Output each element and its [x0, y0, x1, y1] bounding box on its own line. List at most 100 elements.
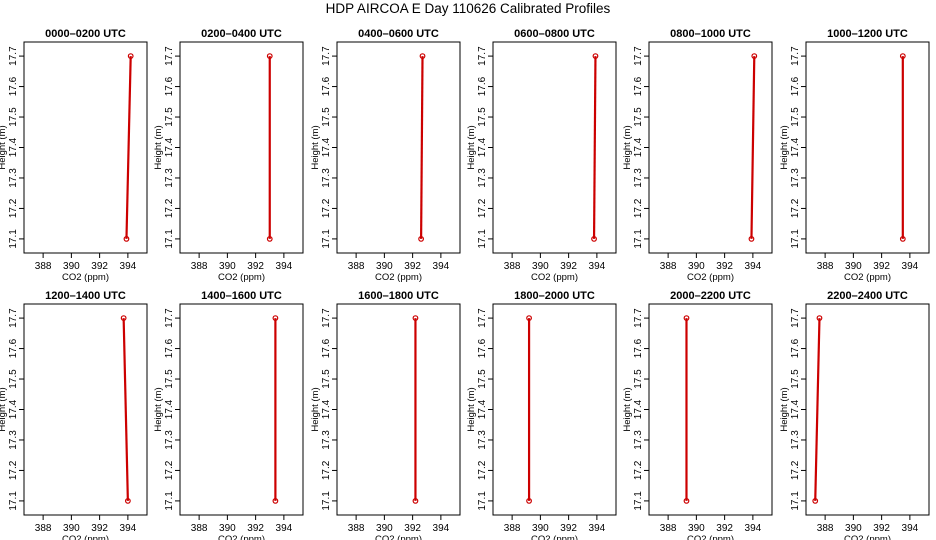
x-axis-label: CO2 (ppm) [844, 272, 891, 283]
data-point [124, 498, 131, 504]
plot-frame [179, 41, 304, 254]
y-tick-label: 17.4 [477, 399, 488, 419]
x-tick-label: 394 [902, 523, 919, 534]
profile-panel: 1400–1600 UTC 388 390 392 394 CO2 (ppm) 17.1 17… [153, 290, 304, 540]
x-tick-label: 388 [348, 523, 365, 534]
y-tick-label: 17.1 [633, 229, 644, 249]
panel-title: 1000–1200 UTC [827, 28, 908, 40]
panel-title: 1800–2000 UTC [514, 290, 595, 302]
data-point [592, 53, 599, 59]
y-tick-label: 17.6 [790, 76, 801, 96]
y-tick-label: 17.1 [8, 491, 19, 511]
profile-panel: 1800–2000 UTC 388 390 392 394 CO2 (ppm) 17.1 17… [466, 290, 617, 540]
y-tick-label: 17.2 [790, 460, 801, 480]
y-tick-label: 17.3 [164, 430, 175, 450]
y-tick-label: 17.2 [8, 198, 19, 218]
y-tick-label: 17.6 [633, 338, 644, 358]
x-tick-label: 388 [817, 261, 834, 272]
profile-line [125, 56, 132, 239]
y-tick-label: 17.4 [164, 137, 175, 157]
x-tick-label: 392 [247, 261, 264, 272]
data-point [748, 236, 755, 242]
x-axis-label: CO2 (ppm) [531, 534, 578, 540]
y-tick-label: 17.4 [321, 399, 332, 419]
x-axis-label: CO2 (ppm) [375, 272, 422, 283]
x-axis-label: CO2 (ppm) [62, 272, 109, 283]
x-tick-label: 392 [247, 523, 264, 534]
x-tick-label: 394 [276, 523, 293, 534]
y-axis-label: Height (m) [153, 125, 164, 169]
x-axis-label: CO2 (ppm) [218, 272, 265, 283]
data-point [591, 236, 597, 242]
y-tick-label: 17.4 [8, 137, 19, 157]
profile-panel: 0400–0600 UTC 388 390 392 394 CO2 (ppm) 17.1 17… [310, 28, 461, 283]
y-tick-label: 17.7 [790, 308, 801, 328]
data-point [123, 236, 130, 242]
y-tick-label: 17.5 [790, 369, 801, 389]
y-axis-label: Height (m) [779, 387, 790, 431]
x-tick-label: 392 [716, 523, 733, 534]
profile-panel: 0200–0400 UTC 388 390 392 394 CO2 (ppm) 17.1 17… [153, 28, 304, 283]
plot-frame [648, 303, 773, 516]
x-tick-label: 394 [433, 261, 450, 272]
data-point [526, 315, 532, 321]
x-tick-label: 394 [589, 261, 606, 272]
y-tick-label: 17.2 [633, 198, 644, 218]
x-tick-label: 390 [376, 261, 393, 272]
x-tick-label: 394 [902, 261, 919, 272]
y-tick-label: 17.2 [477, 198, 488, 218]
y-tick-label: 17.4 [633, 399, 644, 419]
y-tick-label: 17.7 [8, 46, 19, 66]
y-tick-label: 17.6 [633, 76, 644, 96]
x-tick-label: 388 [191, 261, 208, 272]
data-point [418, 236, 425, 242]
y-tick-label: 17.7 [164, 308, 175, 328]
x-tick-label: 392 [404, 261, 421, 272]
plot-frame [805, 303, 930, 516]
y-tick-label: 17.1 [321, 491, 332, 511]
y-tick-label: 17.1 [477, 229, 488, 249]
y-axis-label: Height (m) [622, 125, 633, 169]
y-tick-label: 17.4 [790, 399, 801, 419]
y-axis-label: Height (m) [310, 125, 321, 169]
x-tick-label: 390 [845, 523, 862, 534]
x-tick-label: 388 [817, 523, 834, 534]
y-tick-label: 17.2 [321, 198, 332, 218]
x-axis-label: CO2 (ppm) [687, 272, 734, 283]
panel-title: 0800–1000 UTC [670, 28, 751, 40]
x-tick-label: 388 [660, 523, 677, 534]
y-tick-label: 17.3 [477, 168, 488, 188]
x-tick-label: 392 [560, 261, 577, 272]
y-axis-label: Height (m) [0, 125, 8, 169]
y-axis-label: Height (m) [310, 387, 321, 431]
x-tick-label: 388 [35, 261, 52, 272]
y-tick-label: 17.7 [633, 46, 644, 66]
y-tick-label: 17.5 [790, 107, 801, 127]
y-tick-label: 17.1 [321, 229, 332, 249]
x-axis-label: CO2 (ppm) [531, 272, 578, 283]
y-axis-label: Height (m) [466, 387, 477, 431]
panel-title: 2000–2200 UTC [670, 290, 751, 302]
x-tick-label: 390 [532, 523, 549, 534]
x-tick-label: 390 [688, 261, 705, 272]
y-tick-label: 17.6 [321, 76, 332, 96]
data-point [899, 53, 906, 59]
y-tick-label: 17.1 [477, 491, 488, 511]
y-tick-label: 17.2 [321, 460, 332, 480]
x-tick-label: 392 [873, 261, 890, 272]
y-tick-label: 17.6 [164, 338, 175, 358]
x-tick-label: 392 [404, 523, 421, 534]
y-tick-label: 17.3 [8, 168, 19, 188]
profile-panel: 2200–2400 UTC 388 390 392 394 CO2 (ppm) 17.1 17… [779, 290, 930, 540]
panel-title: 2200–2400 UTC [827, 290, 908, 302]
y-tick-label: 17.7 [321, 308, 332, 328]
data-point [816, 315, 823, 321]
y-tick-label: 17.6 [477, 338, 488, 358]
x-tick-label: 394 [120, 261, 137, 272]
profile-panel: 0800–1000 UTC 388 390 392 394 CO2 (ppm) 17.1 17… [622, 28, 773, 283]
x-tick-label: 390 [63, 261, 80, 272]
y-tick-label: 17.6 [477, 76, 488, 96]
y-tick-label: 17.4 [633, 137, 644, 157]
panel-title: 0400–0600 UTC [358, 28, 439, 40]
